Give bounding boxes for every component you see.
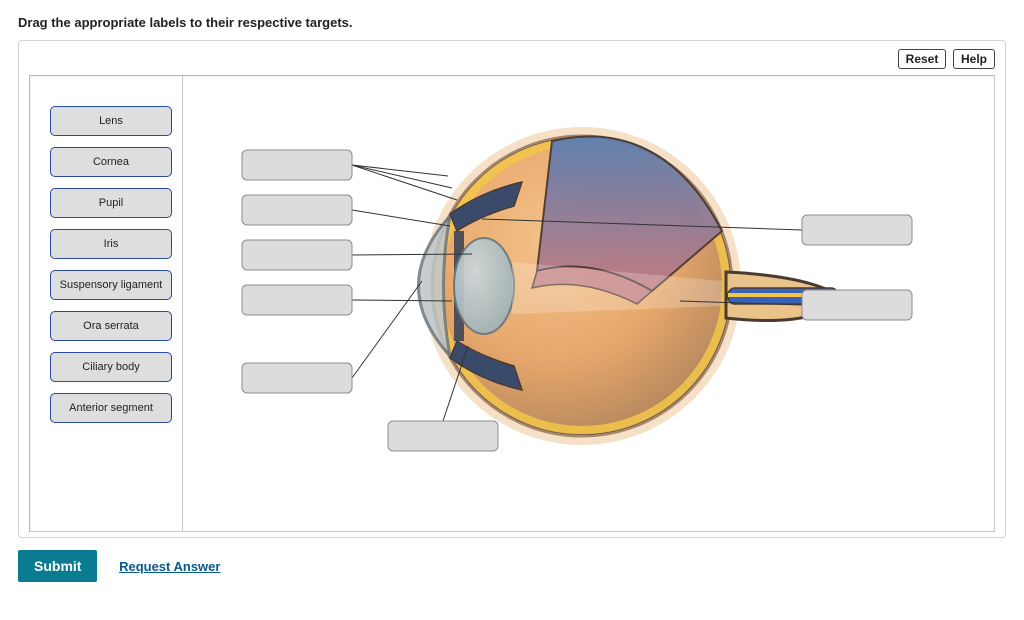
drag-label[interactable]: Ora serrata [50,311,172,341]
drop-target[interactable] [802,215,912,245]
drag-label[interactable]: Anterior segment [50,393,172,423]
drop-target[interactable] [388,421,498,451]
submit-button[interactable]: Submit [18,550,97,582]
drag-label[interactable]: Lens [50,106,172,136]
drop-target[interactable] [242,150,352,180]
drag-label[interactable]: Pupil [50,188,172,218]
instruction-text: Drag the appropriate labels to their res… [18,15,1006,30]
reset-button[interactable]: Reset [898,49,947,69]
workspace: Lens Cornea Pupil Iris Suspensory ligame… [29,75,995,532]
help-button[interactable]: Help [953,49,995,69]
drop-target[interactable] [242,195,352,225]
activity-panel: Reset Help Lens Cornea Pupil Iris Suspen… [18,40,1006,538]
drop-target[interactable] [242,285,352,315]
drop-target[interactable] [242,363,352,393]
drop-target[interactable] [242,240,352,270]
toolbar: Reset Help [29,49,995,69]
footer: Submit Request Answer [18,550,1006,582]
eye-diagram [182,76,995,531]
drag-label[interactable]: Ciliary body [50,352,172,382]
drop-target[interactable] [802,290,912,320]
drag-label[interactable]: Iris [50,229,172,259]
request-answer-link[interactable]: Request Answer [119,559,220,574]
drag-label[interactable]: Suspensory ligament [50,270,172,300]
diagram-area [182,76,994,531]
drag-label[interactable]: Cornea [50,147,172,177]
label-bank: Lens Cornea Pupil Iris Suspensory ligame… [40,76,183,531]
